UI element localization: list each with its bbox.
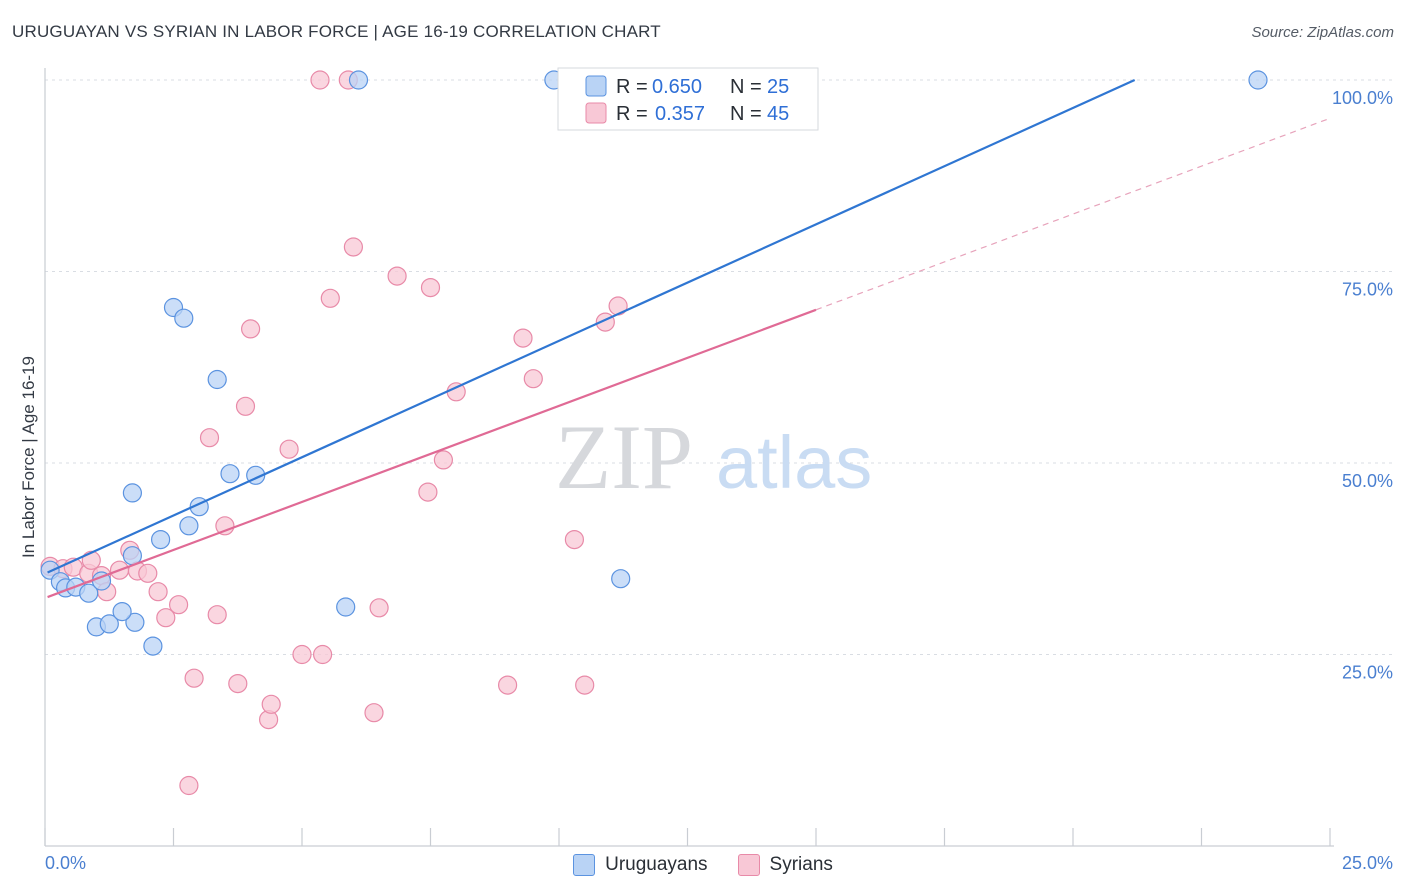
chart-title: URUGUAYAN VS SYRIAN IN LABOR FORCE | AGE… [12, 22, 661, 41]
syrian-point-32 [369, 598, 389, 618]
syrian-point-33 [387, 266, 407, 286]
syrian-trend-line [47, 308, 817, 599]
uruguayan-point-12 [122, 483, 142, 503]
uruguayan-point-7 [99, 614, 119, 634]
y-axis-title: In Labor Force | Age 16-19 [19, 356, 38, 558]
syrian-point-26 [313, 644, 333, 665]
legend-swatch-syrians [585, 102, 607, 124]
y-tick-labels: 25.0% 50.0% 75.0% 100.0% [1332, 88, 1393, 683]
syrian-point-42 [575, 675, 595, 695]
watermark-atlas: atlas [716, 421, 872, 504]
syrian-point-36 [433, 450, 453, 470]
legend-swatch-blue [573, 854, 596, 876]
uruguayan-point-13 [151, 529, 171, 550]
source-label: Source: ZipAtlas.com [1251, 24, 1394, 41]
uruguayan-point-17 [220, 464, 240, 484]
syrian-point-16 [199, 428, 220, 448]
syrian-point-38 [498, 675, 518, 695]
legend-label-uruguayans: Uruguayans [605, 854, 708, 875]
bottom-legend: Uruguayans Syrians [0, 850, 1406, 880]
syrian-point-13 [169, 595, 189, 615]
syrian-point-11 [148, 582, 168, 602]
legend-swatch-uruguayans [585, 75, 607, 97]
legend-item-syrians: Syrians [737, 854, 833, 876]
syrian-point-21 [241, 319, 261, 339]
legend-r-value-2: 0.357 [655, 103, 705, 125]
syrian-point-15 [179, 775, 199, 796]
syrian-point-19 [228, 673, 248, 694]
syrian-point-25 [292, 644, 312, 665]
uruguayan-point-14 [179, 516, 199, 536]
correlation-legend: R = 0.650 N = 25 R = 0.357 N = 45 [557, 67, 819, 131]
syrian-point-31 [364, 703, 384, 723]
uruguayan-point-11 [143, 636, 163, 656]
uruguayan-point-24 [611, 569, 631, 589]
syrian-point-14 [184, 668, 204, 688]
syrian-trend-extension [815, 117, 1331, 311]
syrian-point-12 [156, 608, 176, 628]
syrian-point-30 [343, 237, 363, 257]
syrian-point-28 [310, 70, 330, 90]
legend-swatch-pink [737, 854, 760, 876]
uruguayan-point-21 [336, 597, 356, 617]
uruguayan-point-9 [112, 601, 132, 622]
syrian-point-39 [513, 328, 533, 348]
uruguayan-trend-line [47, 78, 1136, 574]
x-tick-label-min: 0.0% [45, 853, 86, 873]
syrian-point-35 [420, 278, 441, 298]
legend-n-label-2: N = [730, 103, 762, 125]
uruguayan-point-22 [348, 70, 369, 90]
syrian-point-18 [215, 516, 235, 536]
legend-n-label-1: N = [730, 76, 762, 98]
legend-r-value-1: 0.650 [652, 76, 702, 98]
grid [45, 79, 1393, 655]
syrian-point-20 [235, 396, 256, 416]
legend-r-label-2: R = [616, 103, 648, 125]
legend-n-value-1: 25 [767, 76, 789, 98]
watermark-zip: ZIP [555, 406, 693, 508]
syrian-point-27 [320, 288, 340, 308]
syrian-point-17 [207, 605, 227, 625]
legend-label-syrians: Syrians [769, 854, 833, 875]
uruguayan-point-16 [207, 369, 227, 390]
legend-item-uruguayans: Uruguayans [573, 854, 708, 876]
syrian-point-23 [261, 694, 281, 714]
syrian-point-10 [138, 563, 158, 583]
x-tick-label-max: 25.0% [1342, 853, 1393, 873]
syrian-point-41 [564, 529, 585, 550]
y-tick-label-75: 75.0% [1342, 280, 1393, 300]
y-tick-label-100: 100.0% [1332, 88, 1393, 108]
x-ticks [44, 828, 1331, 846]
uruguayan-point-8 [125, 612, 145, 632]
y-tick-label-50: 50.0% [1342, 471, 1393, 491]
legend-n-value-2: 45 [767, 103, 789, 125]
syrian-point-24 [279, 439, 299, 459]
syrian-point-34 [418, 482, 438, 502]
legend-r-label-1: R = [616, 76, 648, 98]
uruguayan-point-20 [174, 308, 194, 328]
scatter-points [40, 70, 1268, 796]
syrian-point-4 [81, 550, 101, 570]
trend-lines [47, 78, 1331, 599]
uruguayan-point-25 [1248, 70, 1268, 90]
y-tick-label-25: 25.0% [1342, 663, 1393, 683]
uruguayan-point-4 [79, 583, 99, 603]
syrian-point-40 [523, 369, 543, 389]
